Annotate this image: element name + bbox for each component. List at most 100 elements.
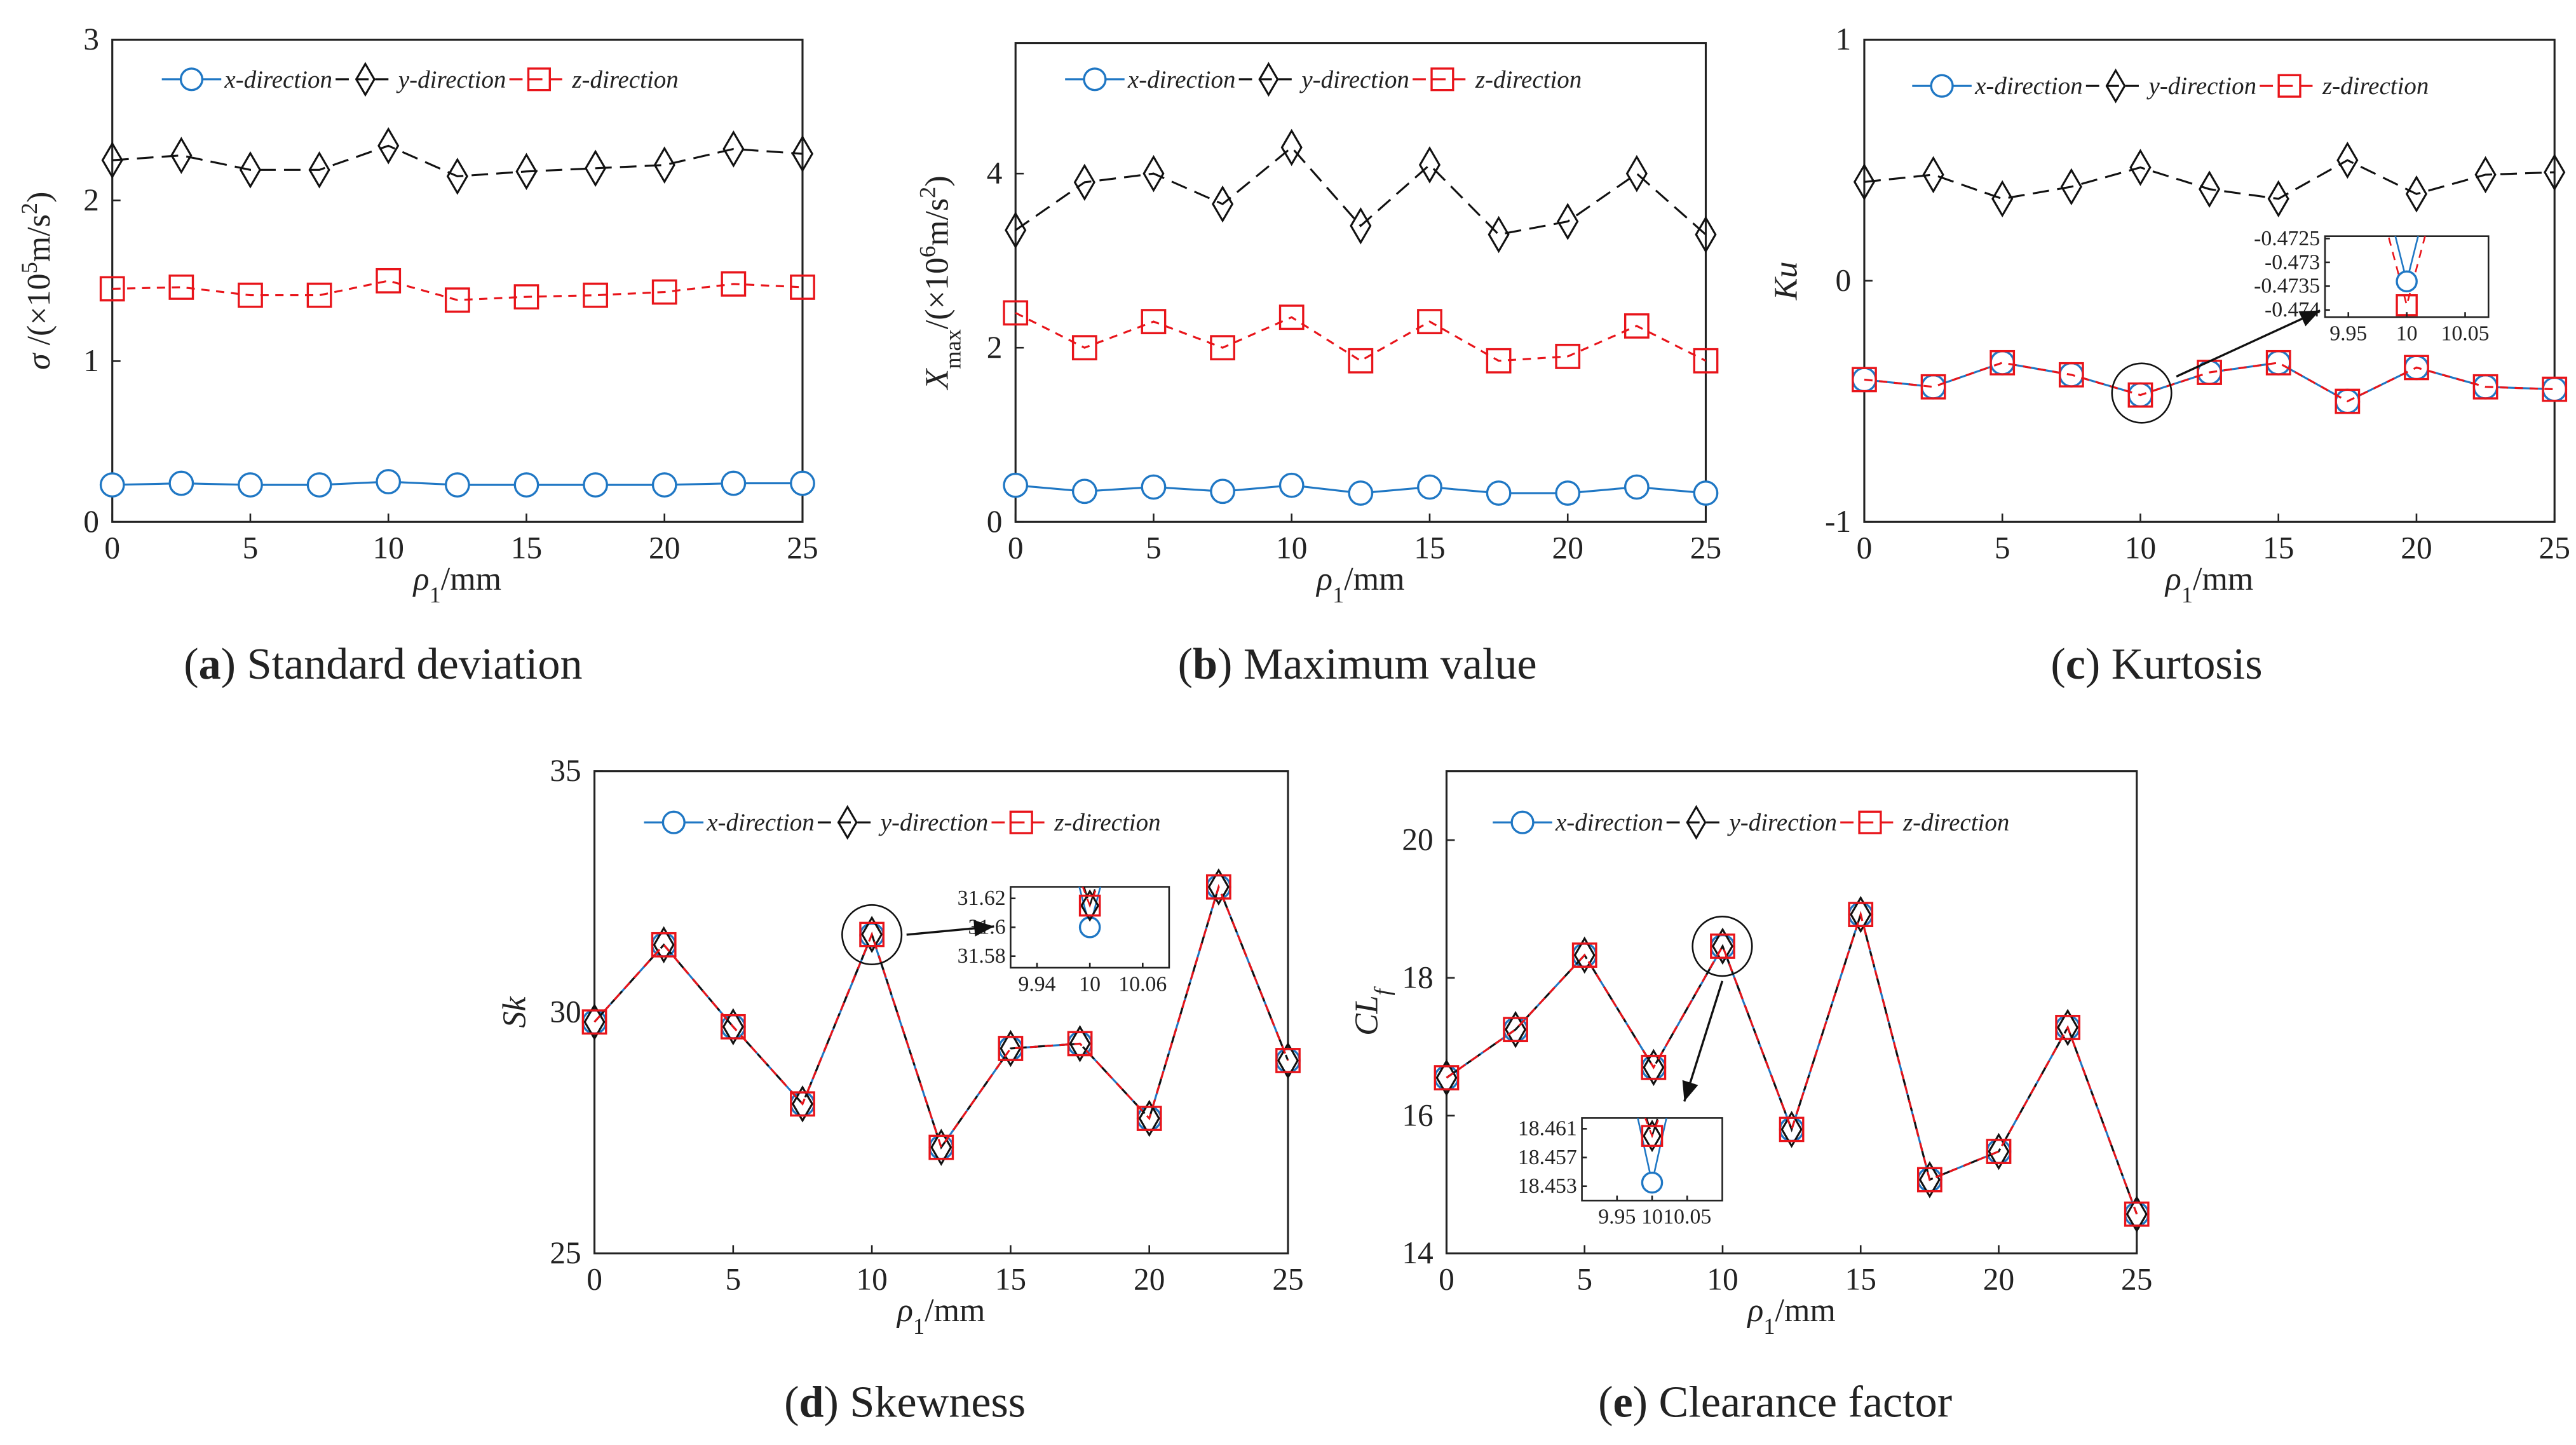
marker-z [928,1134,954,1160]
caption-letter: b [1193,639,1217,689]
y-tick-label: 1 [83,343,99,378]
marker-y [377,127,400,165]
marker-y [1850,895,1872,933]
marker-y [583,1003,606,1041]
marker-z [1858,810,1882,834]
marker-y [1780,1111,1803,1148]
marker-z [376,268,402,294]
marker-y [355,62,376,97]
marker-y [1277,1041,1299,1080]
callout-arrow-line [2176,309,2321,378]
y-tick-label: 14 [1402,1235,1433,1270]
series-line-x-direction [593,884,1289,1150]
marker-y [1918,1161,1941,1198]
marker-z [2472,374,2498,400]
marker-y [1435,1059,1458,1097]
marker-x [99,472,125,498]
marker-z [1916,1167,1942,1193]
x-tick-label: 15 [511,530,542,565]
label-part: /mm [1344,561,1404,597]
marker-y [515,153,538,191]
y-axis-label: Xmax/(×106m/s2) [915,175,966,390]
label-part: ρ [1746,1292,1763,1329]
marker-x [1078,916,1101,939]
marker-y [2105,68,2126,104]
marker-x [1348,480,1374,506]
marker-z [513,284,539,310]
marker-x [661,810,686,834]
label-part: /mm [2193,561,2253,597]
marker-y [653,926,675,964]
label-part: /mm [441,561,501,597]
x-tick-label: 15 [995,1262,1026,1297]
inset-x-tick-label: 10.05 [1663,1205,1711,1229]
label-part: 2 [17,203,42,214]
plot-frame [111,38,804,523]
marker-y [1853,163,1876,201]
y-tick-label: 18 [1402,960,1433,994]
marker-y [722,130,745,168]
marker-z [306,282,332,308]
plot-frame [1445,770,2138,1255]
marker-y [2474,156,2497,194]
legend-item-y-direction: y-direction [336,62,506,97]
label-part: /mm [1775,1292,1836,1329]
caption-text: ) Standard deviation [221,639,583,689]
marker-y [2336,141,2359,179]
y-tick-label: 0 [1835,262,1851,297]
inset-y-tick-label: 31.58 [958,944,1006,968]
label-part: ρ [1315,561,1332,597]
x-tick-label: 25 [2539,530,2570,565]
x-tick-label: 0 [1857,530,1873,565]
y-tick-label: 2 [83,182,99,217]
marker-z [859,921,885,947]
inset-e: 9.95 10 10.05 18.461 18.457 18.453 [1518,1117,1723,1229]
inset-plot [2387,236,2426,316]
y-axis-label: σ /(×105m/s2) [17,192,57,370]
marker-z [2127,382,2153,408]
marker-z [1848,902,1874,928]
series-line-z-direction [1015,312,1707,362]
marker-y [2544,153,2566,191]
callout-arrow-line [1683,980,1724,1102]
marker-x [1510,810,1535,834]
marker-x [168,470,194,496]
caption-text: ) Skewness [824,1378,1026,1427]
inset-x-tick-label: 10.05 [2441,322,2490,345]
marker-y [2129,149,2152,186]
series-line-z-direction [112,280,803,301]
marker-z [1278,304,1305,330]
series-line-z-direction [1446,911,2138,1215]
legend-label: x-direction [1127,66,1236,93]
marker-z [1555,344,1581,369]
x-tick-label: 0 [1439,1262,1454,1297]
caption-paren: ( [2051,639,2065,689]
marker-z [1430,67,1454,92]
x-tick-label: 20 [1983,1262,2014,1297]
caption: (a) Standard deviation [184,639,582,689]
marker-x [1693,480,1719,506]
marker-z [1141,309,1167,334]
chart-b: 0 5 10 15 20 25024ρ1/mmXmax/(×106m/s2)x-direc… [915,42,1721,689]
marker-x [1641,1171,1664,1194]
marker-y [791,1085,814,1123]
marker-x [513,472,539,498]
legend-item-x-direction: x-direction [1912,72,2083,100]
label-part: 2 [915,187,940,198]
marker-z [2058,362,2084,388]
caption-paren: ( [184,639,198,689]
marker-y [1625,154,1648,193]
marker-y [1991,180,2014,218]
legend-label: z-direction [1475,66,1582,93]
inset-y-tick-label: 18.457 [1518,1146,1577,1169]
marker-x [651,472,677,498]
marker-z [720,1014,746,1040]
marker-y [791,135,814,173]
x-axis-label: ρ1/mm [2164,561,2253,607]
label-part: m/s [21,214,57,262]
marker-y [1350,207,1372,245]
marker-z [651,279,677,305]
zoom-highlight-circle [1691,916,1753,977]
marker-x [1930,74,1954,98]
